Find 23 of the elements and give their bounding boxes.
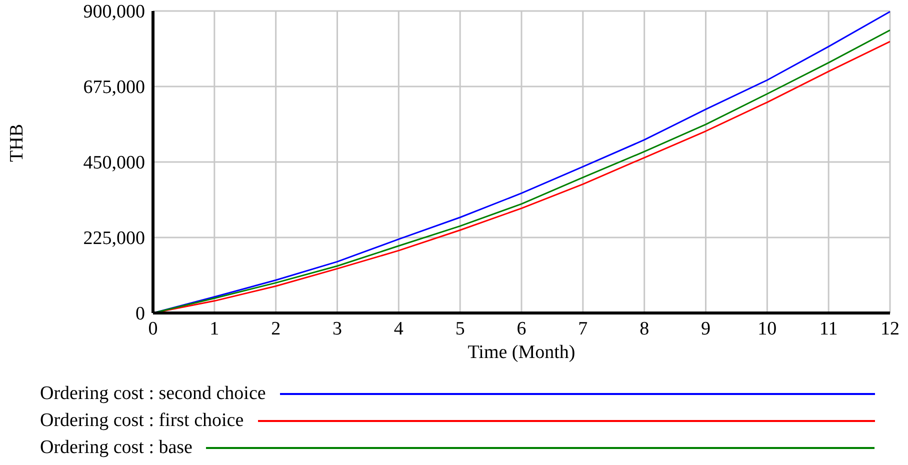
x-tick-label: 3 bbox=[332, 318, 342, 340]
x-axis-title: Time (Month) bbox=[468, 342, 576, 363]
y-tick-label: 900,000 bbox=[83, 2, 145, 23]
legend-label: Ordering cost : second choice bbox=[40, 382, 266, 406]
x-tick-label: 8 bbox=[640, 318, 650, 340]
x-tick-label: 4 bbox=[394, 318, 404, 340]
x-tick-label: 1 bbox=[210, 318, 220, 340]
x-tick-label: 12 bbox=[880, 318, 900, 340]
y-tick-label: 0 bbox=[136, 304, 145, 325]
y-tick-label: 450,000 bbox=[83, 152, 145, 174]
y-axis-title: THB bbox=[6, 124, 28, 162]
x-tick-label: 0 bbox=[148, 318, 158, 340]
y-tick-label: 225,000 bbox=[83, 228, 145, 250]
y-tick-label: 675,000 bbox=[83, 77, 145, 98]
x-tick-label: 9 bbox=[701, 318, 710, 340]
x-tick-label: 5 bbox=[455, 318, 465, 340]
legend-label: Ordering cost : first choice bbox=[40, 409, 244, 433]
x-tick-label: 11 bbox=[819, 318, 838, 340]
x-tick-label: 6 bbox=[516, 318, 526, 340]
x-tick-label: 7 bbox=[578, 318, 588, 340]
x-tick-label: 10 bbox=[758, 318, 777, 340]
x-tick-label: 2 bbox=[271, 318, 281, 340]
legend-label: Ordering cost : base bbox=[40, 436, 192, 460]
